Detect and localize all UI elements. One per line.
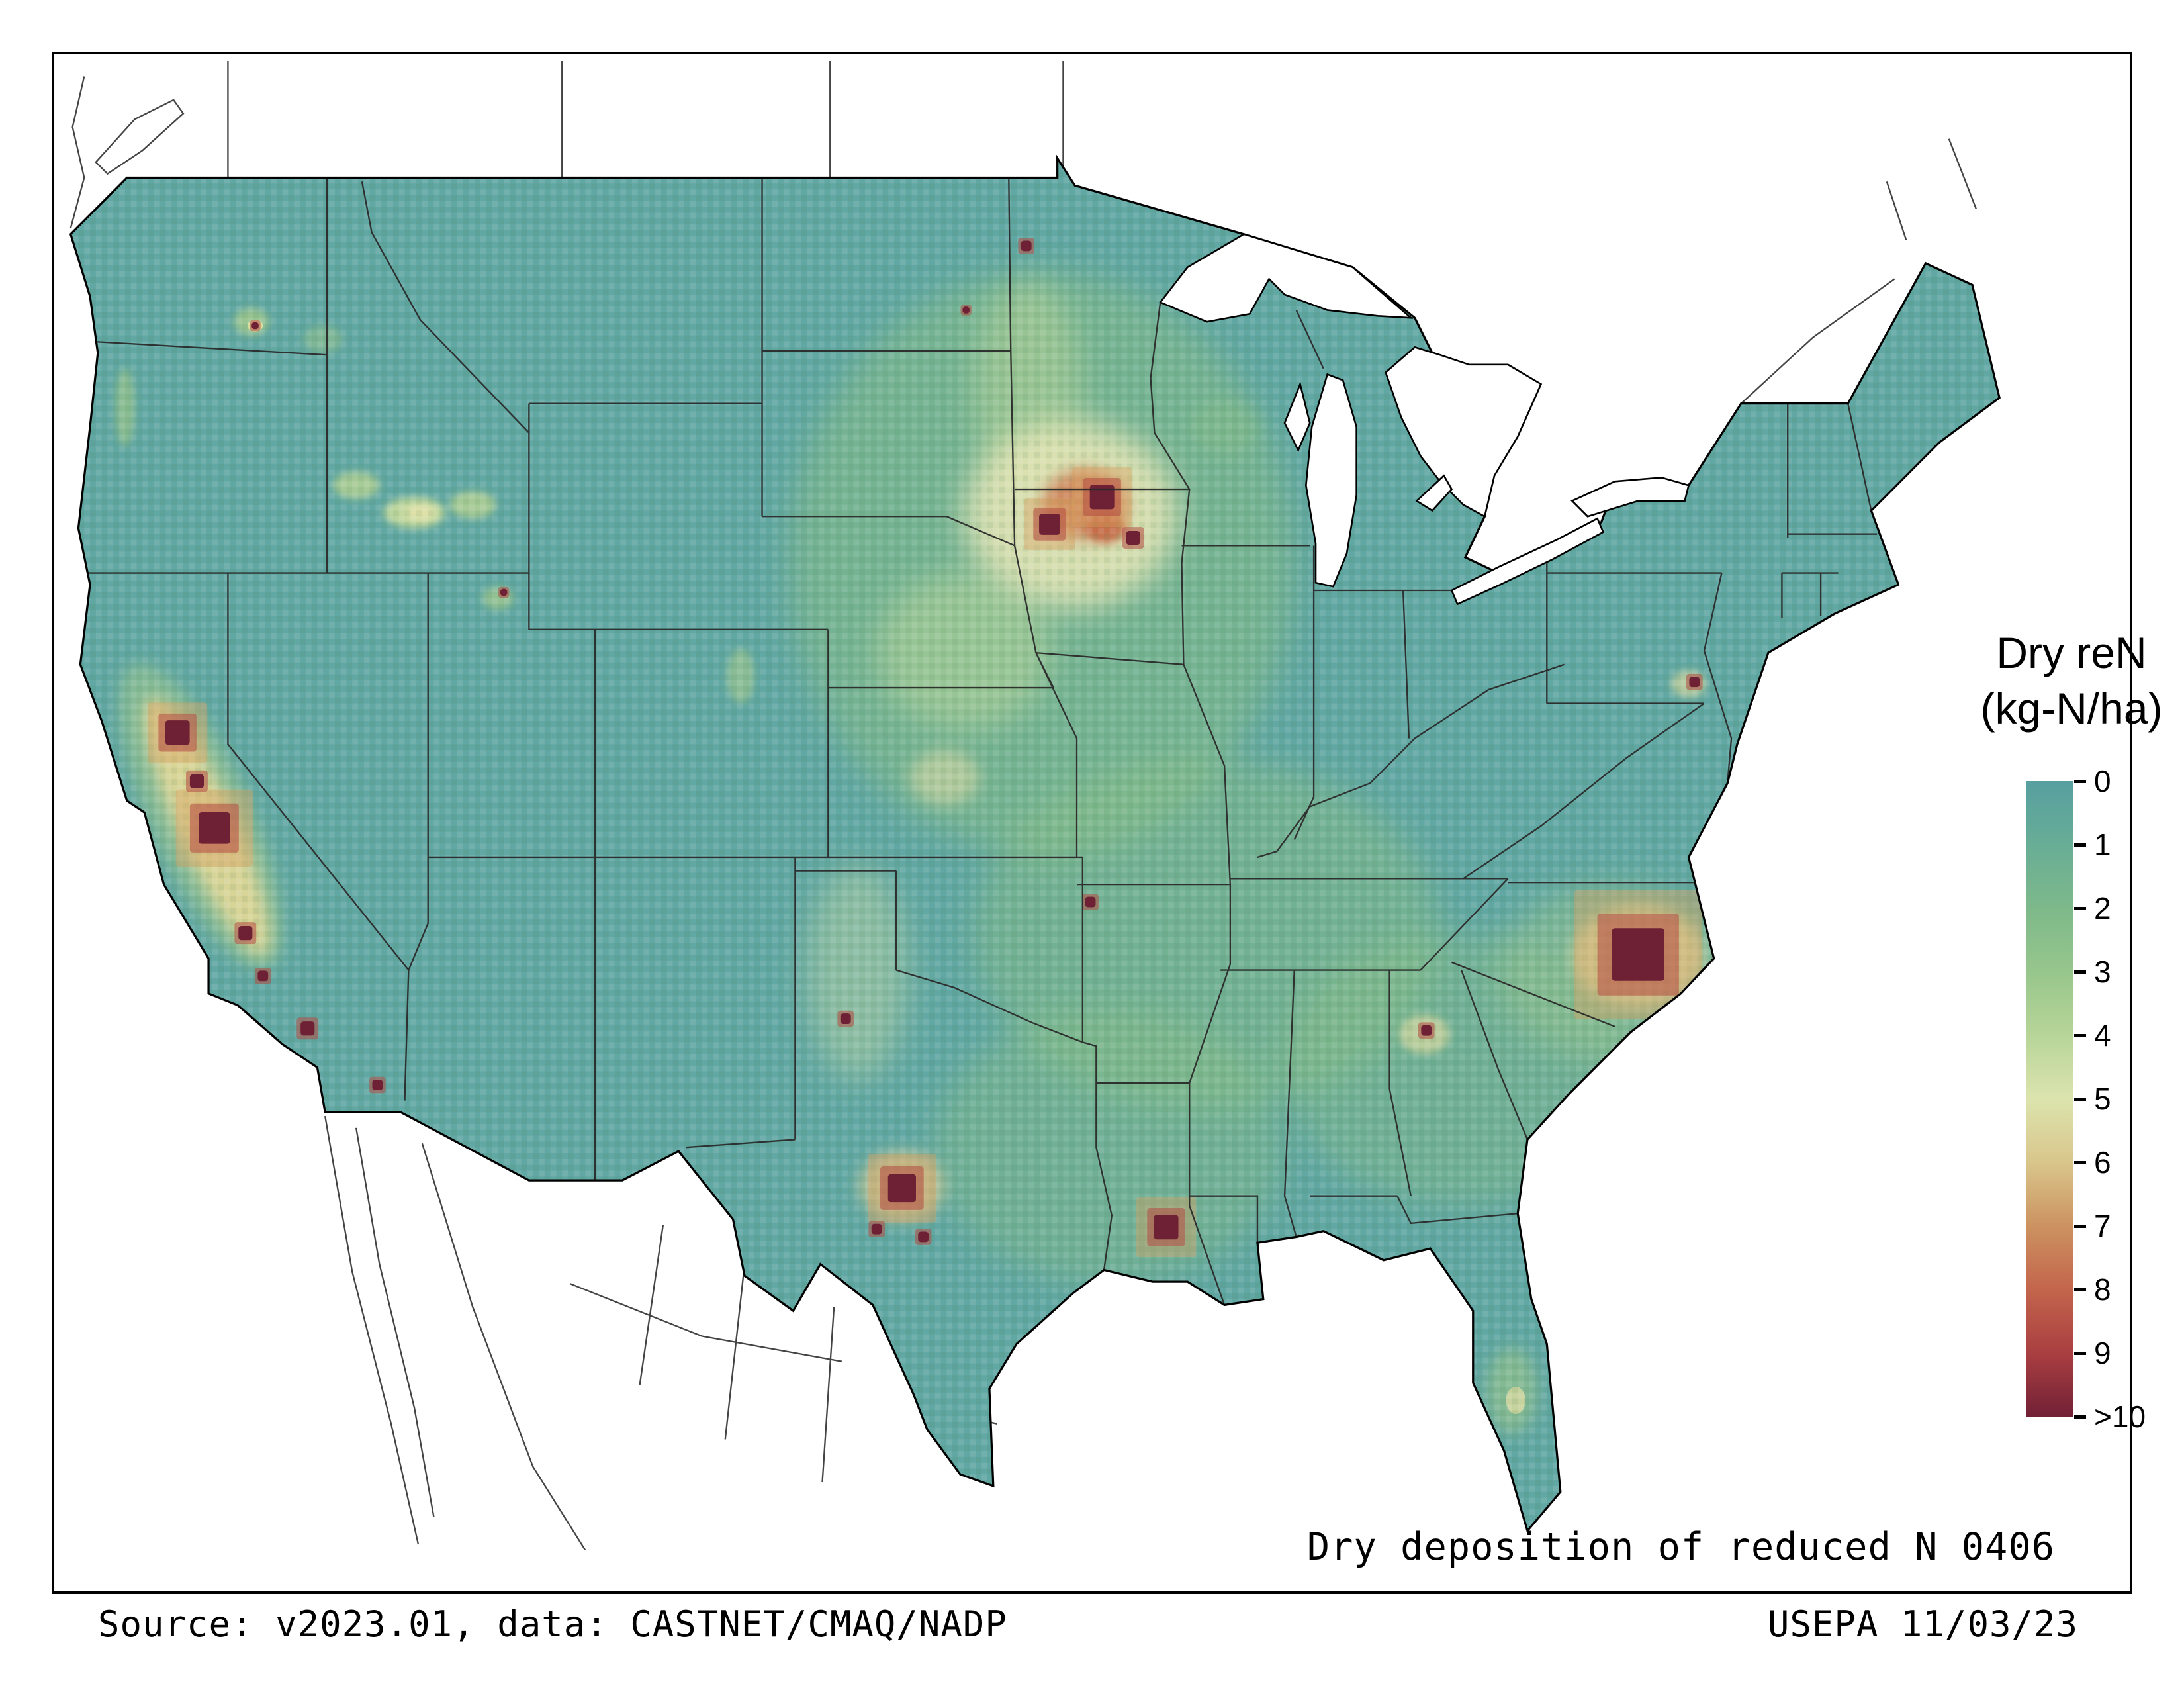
hotspot-core: [887, 1174, 916, 1203]
tick-mark: [2074, 843, 2086, 847]
hotspot-core: [1085, 896, 1096, 908]
tick-label: 7: [2094, 1209, 2111, 1243]
tick-label: 4: [2094, 1018, 2111, 1053]
hotspot-core: [257, 970, 269, 982]
tick-mark: [2074, 1288, 2086, 1291]
hotspot-core: [1421, 1025, 1432, 1036]
tick-label: 9: [2094, 1336, 2111, 1370]
hotspot-core: [372, 1080, 383, 1090]
hotspot-core: [1689, 677, 1700, 688]
colorbar-tick: 4: [2074, 1017, 2111, 1053]
tick-mark: [2074, 970, 2086, 974]
hotspot-core: [962, 306, 970, 314]
legend-title-line2: (kg-N/ha): [1980, 684, 2163, 733]
hotspot-layer: [147, 238, 1703, 1258]
tick-mark: [2074, 1224, 2086, 1228]
legend-title-line1: Dry reN: [1996, 628, 2147, 677]
colorbar-tick: 1: [2074, 827, 2111, 863]
great-lakes: [1159, 233, 1690, 606]
colorbar-tick: 9: [2074, 1335, 2111, 1371]
colorbar-tick: 7: [2074, 1208, 2111, 1244]
tick-label: 2: [2094, 891, 2111, 925]
agency-credit: USEPA 11/03/23: [1767, 1603, 2078, 1645]
tick-mark: [2074, 1415, 2086, 1419]
colorbar-tick: 8: [2074, 1272, 2111, 1307]
colorbar-tick: 6: [2074, 1145, 2111, 1180]
state-borders: [78, 177, 1878, 1305]
hotspot-core: [1021, 240, 1032, 252]
lake-ontario: [1570, 477, 1690, 518]
tick-label: 8: [2094, 1272, 2111, 1307]
tick-label: 5: [2094, 1082, 2111, 1116]
tick-mark: [2074, 906, 2086, 910]
lake-superior: [1159, 233, 1414, 323]
map-caption: Dry deposition of reduced N 0406: [1306, 1525, 2055, 1569]
figure-border: [52, 52, 2132, 1594]
colorbar-tick: 0: [2074, 763, 2111, 799]
tick-mark: [2074, 1160, 2086, 1164]
colorbar-tick: 2: [2074, 890, 2111, 926]
hotspot-core: [918, 1231, 929, 1243]
hotspot-core: [251, 322, 259, 330]
hotspot-core: [165, 720, 190, 745]
hotspot-core: [871, 1223, 882, 1235]
tick-label: >10: [2094, 1399, 2146, 1434]
hotspot-core: [199, 812, 230, 844]
lake-michigan: [1305, 373, 1357, 588]
tick-mark: [2074, 779, 2086, 783]
lake-erie: [1450, 517, 1605, 606]
hotspot-core: [189, 774, 205, 788]
green-bay: [1283, 381, 1311, 453]
colorbar-tick: 5: [2074, 1081, 2111, 1117]
tick-mark: [2074, 1097, 2086, 1101]
conus-group: [69, 154, 2001, 1533]
tick-mark: [2074, 1033, 2086, 1037]
hotspot-core: [840, 1013, 851, 1024]
hotspot-core: [300, 1021, 315, 1036]
tick-label: 0: [2094, 764, 2111, 798]
hotspot-core: [238, 926, 253, 941]
tick-label: 6: [2094, 1145, 2111, 1180]
source-note: Source: v2023.01, data: CASTNET/CMAQ/NAD…: [98, 1603, 1007, 1645]
tick-mark: [2074, 1351, 2086, 1355]
hotspot-core: [500, 588, 508, 596]
hotspot-core: [1154, 1215, 1179, 1240]
hotspot-core: [1126, 531, 1140, 545]
colorbar-ticks: 0 1 2 3 4 5 6 7 8 9 >10: [2074, 764, 2184, 1434]
colorbar: [2026, 781, 2073, 1417]
us-map: [69, 61, 2001, 1550]
hotspot-core: [1089, 485, 1115, 510]
tick-label: 3: [2094, 955, 2111, 989]
lake-huron: [1385, 346, 1543, 518]
tick-label: 1: [2094, 827, 2111, 862]
saginaw-bay: [1415, 474, 1453, 512]
raster-texture: [70, 158, 2000, 1531]
neighbor-boundaries: [69, 61, 1978, 1550]
hotspot-core: [1612, 928, 1664, 981]
colorbar-tick: >10: [2074, 1399, 2146, 1434]
colorbar-tick: 3: [2074, 954, 2111, 990]
hotspot-core: [1039, 514, 1060, 535]
